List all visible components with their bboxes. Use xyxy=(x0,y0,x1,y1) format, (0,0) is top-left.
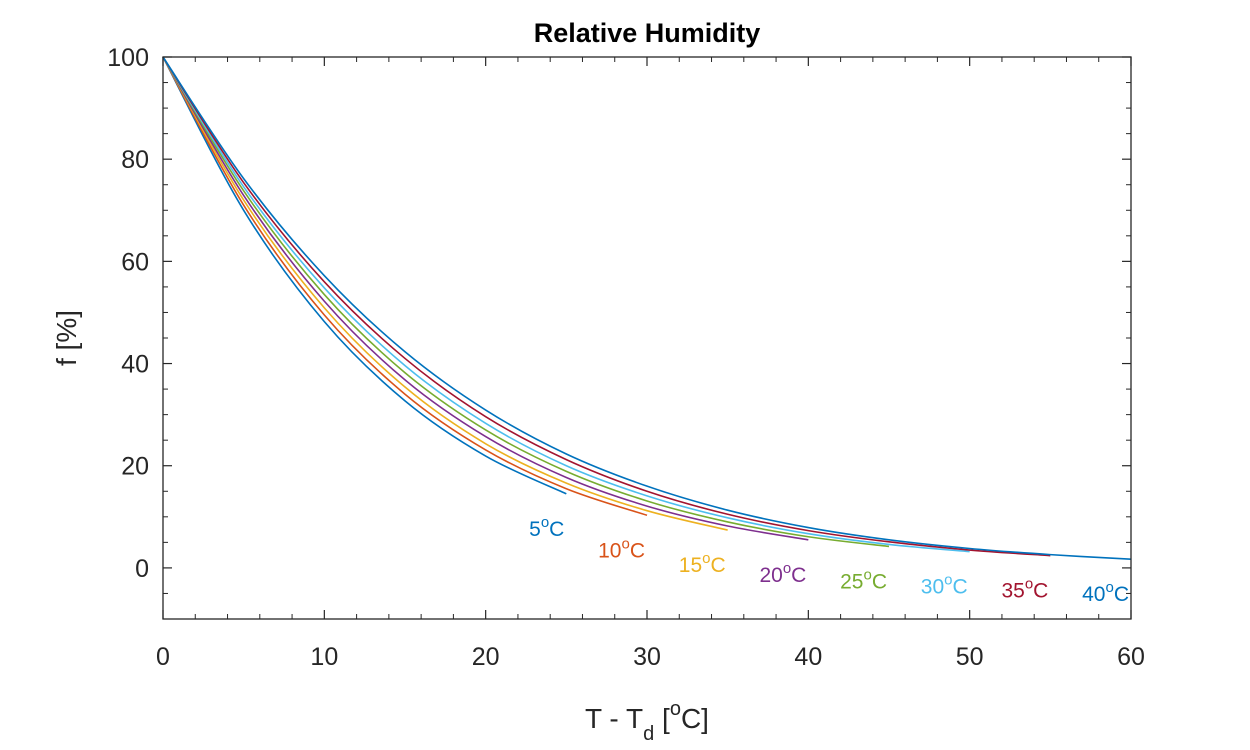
curve-25c xyxy=(162,56,890,548)
curve-30c xyxy=(162,56,970,553)
x-axis-label: T - Td [oC] xyxy=(585,698,709,745)
x-axis-label-main: T - T xyxy=(585,703,643,734)
plot-area-frame xyxy=(162,56,1132,620)
y-tick-label: 0 xyxy=(135,555,149,583)
curve-15c xyxy=(162,56,728,531)
y-tick-label: 40 xyxy=(121,351,149,379)
y-tick-label: 60 xyxy=(121,248,149,276)
y-axis-label: f [%] xyxy=(51,310,82,366)
curve-label-25c: 25oC xyxy=(840,566,887,593)
curve-label-20c: 20oC xyxy=(759,560,806,587)
tick-labels: 0 10 20 30 40 50 60 0 20 40 60 80 100 xyxy=(107,44,1145,671)
x-axis-label-subscript: d xyxy=(643,723,654,745)
x-tick-label: 50 xyxy=(956,643,984,671)
curves xyxy=(162,56,1132,561)
y-tick-label: 80 xyxy=(121,146,149,174)
curve-label-30c: 30oC xyxy=(921,572,968,599)
curve-label-35c: 35oC xyxy=(1001,576,1048,603)
curve-10c xyxy=(162,56,648,517)
curve-20c xyxy=(162,56,809,541)
y-tick-label: 20 xyxy=(121,453,149,481)
x-tick-label: 40 xyxy=(794,643,822,671)
x-axis-label-superscript: o xyxy=(670,698,681,720)
x-tick-label: 0 xyxy=(156,643,170,671)
x-tick-label: 20 xyxy=(472,643,500,671)
x-tick-label: 60 xyxy=(1117,643,1145,671)
curve-label-10c: 10oC xyxy=(598,535,645,562)
axis-ticks xyxy=(162,56,1132,620)
curve-40c xyxy=(162,56,1132,561)
curve-label-15c: 15oC xyxy=(679,550,726,577)
curve-labels: 5oC 10oC 15oC 20oC 25oC 30oC 35oC 40oC xyxy=(529,514,1129,606)
curve-label-5c: 5oC xyxy=(529,514,564,541)
x-axis-label-open: [ xyxy=(654,703,670,734)
y-tick-label: 100 xyxy=(107,44,149,72)
x-tick-label: 10 xyxy=(310,643,338,671)
curve-label-40c: 40oC xyxy=(1082,579,1129,606)
x-axis-label-close: C] xyxy=(681,703,709,734)
x-tick-label: 30 xyxy=(633,643,661,671)
curve-5c xyxy=(162,56,567,495)
curve-35c xyxy=(162,56,1051,557)
chart-title: Relative Humidity xyxy=(534,18,761,48)
